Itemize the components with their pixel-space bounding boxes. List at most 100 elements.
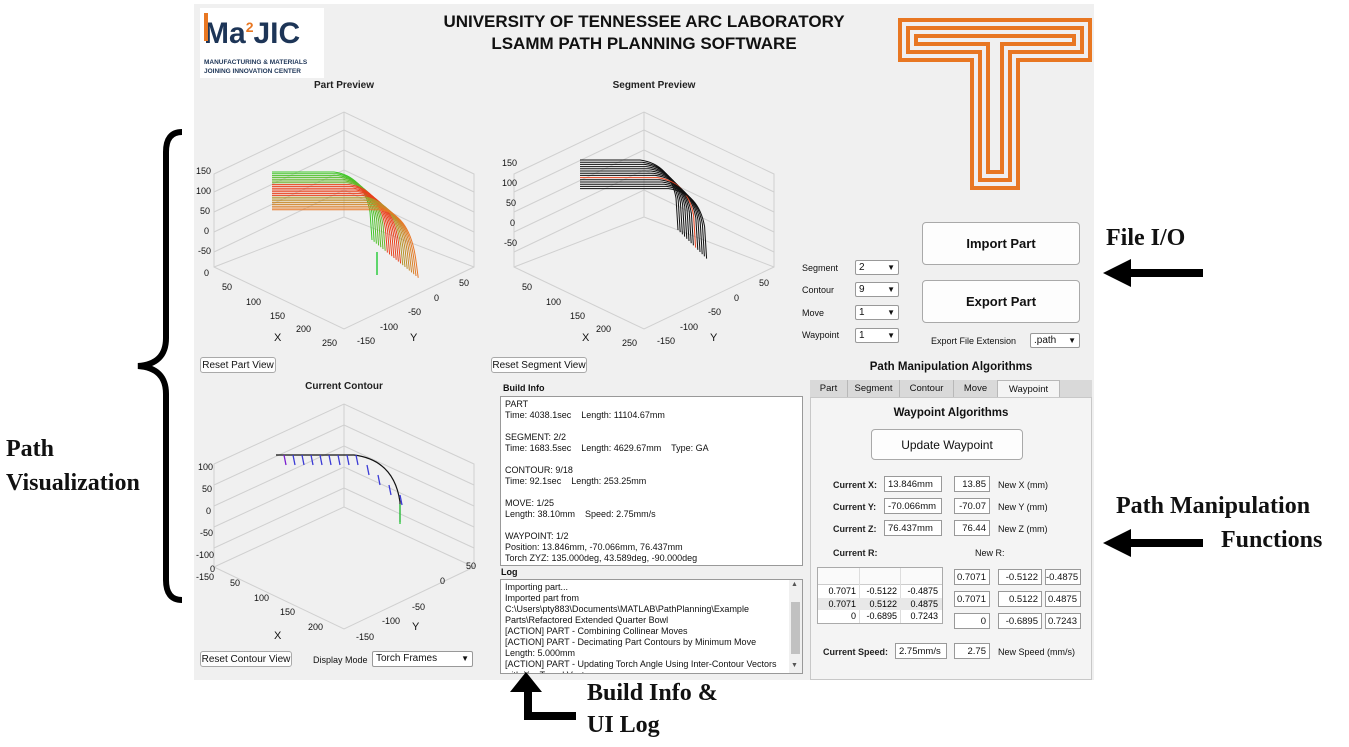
reset-contour-view-button[interactable]: Reset Contour View bbox=[200, 651, 292, 667]
part-contour-line bbox=[272, 203, 413, 273]
new-r-input[interactable]: -0.5122 bbox=[998, 569, 1042, 585]
waypoint-panel: Waypoint Algorithms Update Waypoint Curr… bbox=[810, 397, 1092, 680]
tick: -50 bbox=[412, 602, 426, 612]
new-speed-input[interactable]: 2.75 bbox=[954, 643, 990, 659]
manip-arrow-icon bbox=[1103, 529, 1203, 557]
tab-part[interactable]: Part bbox=[810, 380, 848, 397]
part-contour-line bbox=[272, 207, 417, 277]
new-r-input[interactable]: 0 bbox=[954, 613, 990, 629]
reset-part-view-button[interactable]: Reset Part View bbox=[200, 357, 276, 373]
display-mode-select[interactable]: Torch Frames ▼ bbox=[372, 651, 473, 667]
segment-select[interactable]: 2 ▼ bbox=[855, 260, 899, 275]
update-waypoint-button[interactable]: Update Waypoint bbox=[871, 429, 1023, 460]
current-r-table[interactable]: 0.7071 -0.5122 -0.4875 0.7071 0.5122 0.4… bbox=[817, 567, 943, 624]
tick: 100 bbox=[254, 593, 270, 603]
segment-contour-line bbox=[580, 188, 708, 259]
scroll-thumb[interactable] bbox=[791, 602, 800, 654]
move-select[interactable]: 1 ▼ bbox=[855, 305, 899, 320]
tick: 150 bbox=[570, 311, 586, 321]
logo-main: Ma bbox=[204, 17, 246, 50]
export-part-button[interactable]: Export Part bbox=[922, 280, 1080, 323]
build-annotation-2: UI Log bbox=[587, 712, 660, 738]
contour-value: 9 bbox=[859, 284, 865, 295]
new-r-input[interactable]: 0.7071 bbox=[954, 569, 990, 585]
new-r-input[interactable]: 0.7243 bbox=[1045, 613, 1081, 629]
log-line: [ACTION] PART - Updating Torch Angle Usi… bbox=[505, 659, 777, 669]
part-contour-line bbox=[272, 200, 408, 269]
log-box[interactable]: Importing part... Imported part from C:\Us… bbox=[500, 579, 803, 674]
torch-frame-line bbox=[319, 454, 323, 466]
part-curves bbox=[272, 171, 419, 278]
current-y-field[interactable]: -70.066mm bbox=[884, 498, 942, 514]
tab-waypoint[interactable]: Waypoint bbox=[998, 380, 1060, 397]
move-value: 1 bbox=[859, 307, 865, 318]
tick: -50 bbox=[200, 528, 214, 538]
tick: 150 bbox=[502, 158, 518, 168]
new-z-input[interactable]: 76.44 bbox=[954, 520, 990, 536]
segment-preview-plot bbox=[513, 111, 775, 330]
export-ext-value: .path bbox=[1034, 335, 1057, 346]
new-z-label: New Z (mm) bbox=[998, 524, 1048, 534]
tick: 200 bbox=[308, 622, 324, 632]
build-info-box[interactable]: PART Time: 4038.1sec Length: 11104.67mm S… bbox=[500, 396, 803, 566]
chevron-down-icon: ▼ bbox=[887, 308, 895, 317]
display-mode-value: Torch Frames bbox=[376, 653, 438, 664]
manip-annotation-1: Path Manipulation bbox=[1116, 493, 1311, 519]
new-r-input[interactable]: 0.4875 bbox=[1045, 591, 1081, 607]
log-label: Log bbox=[501, 567, 518, 577]
display-mode-label: Display Mode bbox=[313, 655, 368, 665]
tick: 50 bbox=[222, 282, 233, 292]
scroll-down-icon[interactable]: ▼ bbox=[791, 662, 798, 669]
tab-contour[interactable]: Contour bbox=[900, 380, 954, 397]
reset-segment-view-button[interactable]: Reset Segment View bbox=[491, 357, 587, 373]
current-speed-field[interactable]: 2.75mm/s bbox=[895, 643, 947, 659]
tick: 250 bbox=[322, 338, 338, 348]
r-cell: -0.6895 bbox=[866, 611, 897, 621]
new-y-input[interactable]: -70.07 bbox=[954, 498, 990, 514]
tick: 0 bbox=[204, 226, 210, 236]
torch-frame-line bbox=[355, 454, 359, 466]
logo-tagline-1: MANUFACTURING & MATERIALS bbox=[204, 59, 308, 66]
waypoint-select[interactable]: 1 ▼ bbox=[855, 328, 899, 343]
segment-value: 2 bbox=[859, 262, 865, 273]
contour-select[interactable]: 9 ▼ bbox=[855, 282, 899, 297]
import-part-button[interactable]: Import Part bbox=[922, 222, 1080, 265]
scroll-up-icon[interactable]: ▲ bbox=[791, 581, 798, 588]
build_info-line: PART bbox=[505, 399, 529, 409]
r-cell: -0.4875 bbox=[907, 586, 938, 596]
new-x-label: New X (mm) bbox=[998, 480, 1048, 490]
app-window: Ma2JIC MANUFACTURING & MATERIALS JOINING… bbox=[194, 4, 1094, 680]
r-cell: 0.7243 bbox=[910, 611, 938, 621]
log-line: Importing part... bbox=[505, 582, 569, 592]
new-r-input[interactable]: 0.5122 bbox=[998, 591, 1042, 607]
waypoint-panel-title: Waypoint Algorithms bbox=[893, 407, 1009, 419]
move-label: Move bbox=[802, 308, 825, 318]
current-z-label: Current Z: bbox=[833, 524, 877, 534]
tab-segment[interactable]: Segment bbox=[848, 380, 900, 397]
build_info-line: WAYPOINT: 1/2 bbox=[505, 531, 569, 541]
build_info-line: Time: 1683.5sec Length: 4629.67mm Type: … bbox=[505, 443, 709, 453]
current-y-label: Current Y: bbox=[833, 502, 877, 512]
new-x-input[interactable]: 13.85 bbox=[954, 476, 990, 492]
torch-frame-line bbox=[310, 454, 314, 466]
contour-y-label: Y bbox=[412, 621, 420, 633]
log-scrollbar[interactable]: ▲ ▼ bbox=[789, 580, 802, 673]
part-contour-line bbox=[272, 202, 410, 271]
new-r-input[interactable]: 0.7071 bbox=[954, 591, 990, 607]
torch-frame-line bbox=[366, 464, 370, 476]
build_info-line: CONTOUR: 9/18 bbox=[505, 465, 573, 475]
current-x-field[interactable]: 13.846mm bbox=[884, 476, 942, 492]
tab-move[interactable]: Move bbox=[954, 380, 998, 397]
build_info-line: Time: 4038.1sec Length: 11104.67mm bbox=[505, 410, 665, 420]
path-visualization-brace bbox=[137, 129, 183, 603]
new-r-input[interactable]: -0.4875 bbox=[1045, 569, 1081, 585]
tick: 0 bbox=[734, 293, 740, 303]
current-z-field[interactable]: 76.437mm bbox=[884, 520, 942, 536]
majic-logo: Ma2JIC MANUFACTURING & MATERIALS JOINING… bbox=[200, 8, 324, 78]
r-cell: 0 bbox=[850, 611, 856, 621]
build_info-line bbox=[505, 520, 798, 531]
build-info-arrow-icon bbox=[510, 672, 576, 720]
export-ext-select[interactable]: .path ▼ bbox=[1030, 333, 1080, 348]
tick: 0 bbox=[510, 218, 516, 228]
new-r-input[interactable]: -0.6895 bbox=[998, 613, 1042, 629]
